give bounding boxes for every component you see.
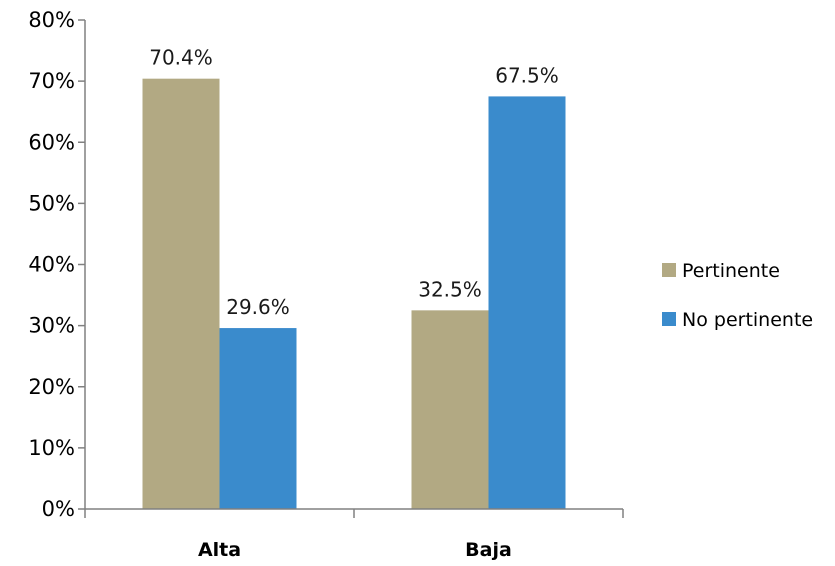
y-tick-label: 80% <box>28 8 75 32</box>
bars: 70.4% 29.6% 32.5% 67.5% <box>142 46 566 510</box>
x-axis: Alta Baja <box>84 508 624 561</box>
data-label: 32.5% <box>418 277 482 301</box>
data-label: 70.4% <box>149 46 213 70</box>
x-category-label: Baja <box>465 539 512 561</box>
y-tick-label: 20% <box>28 375 75 399</box>
y-tick-label: 10% <box>28 436 75 460</box>
y-tick-label: 70% <box>28 69 75 93</box>
y-tick-label: 30% <box>28 314 75 338</box>
bar-pertinente-baja <box>411 310 489 509</box>
data-label: 67.5% <box>495 63 559 87</box>
y-tick-label: 40% <box>28 253 75 277</box>
y-axis: 0% 10% 20% 30% 40% 50% 60% 70% 80% <box>28 8 86 521</box>
y-tick-label: 0% <box>42 497 75 521</box>
bar-no-pertinente-alta <box>219 328 297 509</box>
legend-swatch <box>662 263 676 277</box>
data-label: 29.6% <box>226 295 290 319</box>
legend: Pertinente No pertinente <box>662 260 813 331</box>
y-tick-label: 60% <box>28 130 75 154</box>
y-tick-label: 50% <box>28 191 75 215</box>
legend-label: Pertinente <box>682 260 780 282</box>
legend-label: No pertinente <box>682 309 813 331</box>
legend-swatch <box>662 312 676 326</box>
x-category-label: Alta <box>198 539 241 561</box>
bar-pertinente-alta <box>142 78 220 510</box>
bar-no-pertinente-baja <box>488 96 566 509</box>
